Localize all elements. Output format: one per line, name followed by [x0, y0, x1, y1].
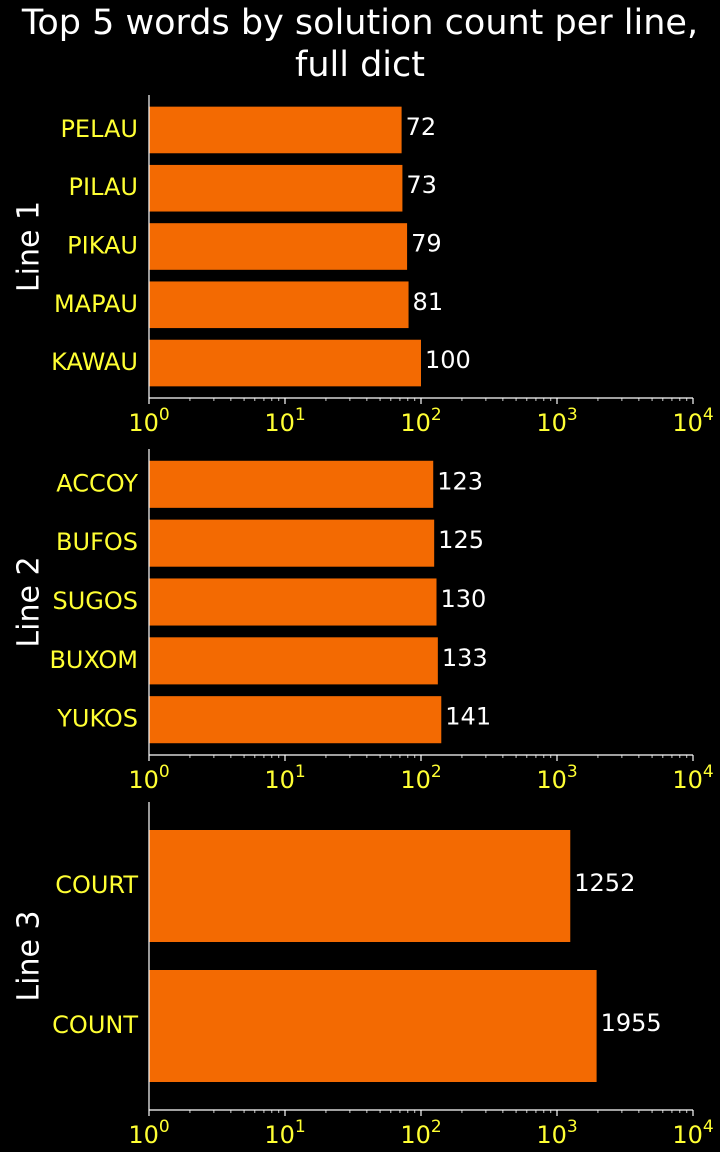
bar: [149, 339, 421, 387]
value-label: 133: [442, 644, 488, 672]
y-axis-label: Line 3: [12, 910, 47, 1001]
x-tick-label: 102: [400, 762, 441, 794]
x-tick-label: 100: [128, 405, 169, 437]
bar: [149, 637, 438, 685]
panel-line-3: 1252 COURT 1955 COUNT 100 101 102 103 104 Line 3: [12, 802, 714, 1149]
y-axis-label: Line 2: [12, 556, 47, 647]
value-label: 73: [406, 171, 437, 199]
category-label: COUNT: [52, 1011, 138, 1039]
category-label: MAPAU: [54, 290, 138, 318]
bar: [149, 460, 434, 508]
x-tick-label: 104: [672, 405, 713, 437]
y-axis-label: Line 1: [12, 201, 47, 292]
value-label: 79: [411, 230, 442, 258]
value-label: 125: [438, 526, 484, 554]
bar: [149, 223, 408, 270]
chart-title-line-2: full dict: [295, 45, 425, 85]
x-tick-label: 100: [128, 1117, 169, 1149]
value-label: 1252: [574, 869, 635, 897]
category-label: PELAU: [60, 115, 138, 143]
panel-line-1: 72 PELAU 73 PILAU 79 PIKAU 81 MAPAU 100 KAWAU 100 1…: [12, 95, 714, 437]
bar: [149, 519, 435, 567]
x-tick-label: 104: [672, 1117, 713, 1149]
value-label: 130: [441, 585, 487, 613]
x-tick-label: 103: [536, 405, 577, 437]
category-label: ACCOY: [56, 469, 138, 497]
bar: [149, 970, 597, 1082]
x-tick-label: 103: [536, 762, 577, 794]
chart-title-line-1: Top 5 words by solution count per line,: [21, 3, 698, 43]
bar: [149, 830, 571, 942]
category-label: PIKAU: [67, 232, 138, 260]
value-label: 1955: [601, 1009, 662, 1037]
x-tick-label: 104: [672, 762, 713, 794]
category-label: COURT: [55, 871, 138, 899]
value-label: 81: [413, 288, 444, 316]
bar: [149, 164, 403, 212]
bar: [149, 578, 437, 626]
x-tick-label: 101: [264, 405, 305, 437]
category-label: BUXOM: [49, 646, 138, 674]
panel-line-2: 123 ACCOY 125 BUFOS 130 SUGOS 133 BUXOM 141 YUKOS…: [12, 449, 714, 794]
x-tick-label: 103: [536, 1117, 577, 1149]
category-label: KAWAU: [51, 348, 138, 376]
x-tick-label: 101: [264, 1117, 305, 1149]
x-tick-label: 102: [400, 405, 441, 437]
value-label: 141: [445, 703, 491, 731]
value-label: 100: [425, 346, 471, 374]
category-label: BUFOS: [56, 528, 138, 556]
bar: [149, 696, 442, 744]
category-label: YUKOS: [56, 705, 138, 733]
value-label: 72: [406, 113, 437, 141]
bar: [149, 106, 402, 154]
category-label: PILAU: [69, 173, 138, 201]
x-tick-label: 102: [400, 1117, 441, 1149]
value-label: 123: [437, 467, 483, 495]
x-tick-label: 101: [264, 762, 305, 794]
bar: [149, 281, 409, 329]
category-label: SUGOS: [52, 587, 138, 615]
x-tick-label: 100: [128, 762, 169, 794]
